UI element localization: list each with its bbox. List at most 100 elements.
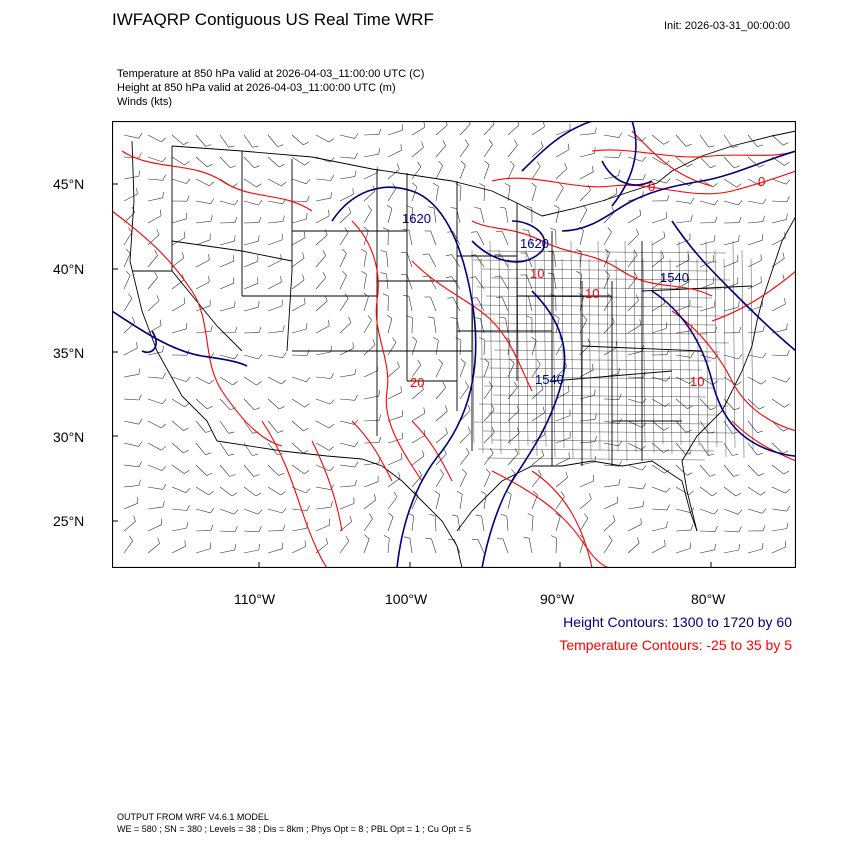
wind-barb-flag (434, 490, 440, 495)
wind-barb-flag (737, 509, 743, 515)
wind-barb (723, 261, 739, 268)
wind-barb (363, 370, 378, 378)
wind-barb (291, 279, 305, 290)
wind-barb-flag (488, 381, 493, 387)
wind-barb (699, 486, 713, 497)
wind-barb (411, 495, 419, 510)
county-line (588, 258, 592, 460)
wind-barb (171, 218, 187, 224)
wind-barb (267, 464, 279, 476)
wind-barb-flag (304, 403, 310, 408)
wind-barb (603, 442, 619, 447)
wind-barb (435, 473, 444, 488)
wind-barb-flag (641, 465, 647, 471)
wind-barb (195, 442, 206, 455)
wind-barb (603, 520, 616, 532)
wind-barb (603, 134, 619, 138)
wind-barb (723, 283, 739, 290)
wind-barb (219, 306, 235, 312)
wind-barb-flag (388, 512, 394, 518)
wind-barb-flag (786, 323, 788, 330)
wind-barb-flag (549, 227, 556, 231)
wind-barb (219, 354, 235, 360)
wind-barb-flag (302, 252, 305, 259)
wind-barb-flag (762, 198, 767, 205)
wind-barb (339, 156, 355, 159)
wind-barb (579, 538, 585, 554)
wind-barb (147, 351, 163, 356)
wind-barb-flag (438, 160, 443, 166)
wind-barb (507, 124, 520, 136)
county-line (493, 349, 721, 353)
wind-barb (723, 464, 734, 477)
wind-barb-flag (280, 491, 286, 496)
wind-barb (386, 252, 389, 268)
county-line (741, 249, 745, 459)
wind-barb-flag (612, 515, 616, 522)
wind-barb-flag (328, 446, 334, 451)
wind-barb-flag (456, 490, 463, 495)
wind-barb-flag (304, 297, 306, 304)
wind-barb-flag (232, 183, 238, 188)
wind-barb (483, 431, 495, 444)
wind-barb (476, 231, 485, 246)
wind-barb (627, 464, 643, 471)
wind-barb (243, 398, 255, 411)
wind-barb (363, 462, 379, 466)
wind-barb-flag (607, 227, 612, 233)
wind-barb (171, 303, 186, 312)
wind-barb (409, 538, 413, 554)
wind-barb (771, 134, 784, 146)
wind-barb (483, 386, 493, 400)
wind-barb-flag (412, 182, 418, 188)
county-line (492, 394, 707, 398)
wind-barb-flag (786, 522, 789, 529)
wind-barb-flag (185, 488, 191, 493)
wind-barb (531, 146, 544, 158)
wind-barb (339, 176, 355, 180)
wind-barb (171, 420, 184, 431)
map-frame (112, 121, 796, 568)
county-line (570, 240, 574, 459)
wind-barb (603, 321, 615, 334)
wind-barb-flag (523, 536, 530, 539)
wind-barb-flag (344, 227, 349, 233)
wind-barb-flag (587, 184, 591, 191)
wind-barb (195, 398, 208, 410)
wind-barb-flag (555, 512, 561, 517)
wind-barb (291, 218, 307, 224)
wind-barb-flag (208, 491, 214, 496)
wind-barb (363, 319, 372, 334)
wind-barb (723, 442, 733, 456)
wind-barb (459, 123, 471, 136)
wind-barb-flag (393, 491, 398, 498)
wind-barb-flag (162, 484, 167, 490)
wind-barb (195, 486, 209, 496)
wind-barb (603, 464, 620, 467)
wind-barb (123, 442, 139, 447)
wind-barb-flag (254, 165, 260, 169)
county-line (543, 240, 547, 448)
wind-barb (531, 455, 544, 466)
wind-barb (699, 156, 711, 169)
wind-barb (195, 156, 208, 168)
plot-title: IWFAQRP Contiguous US Real Time WRF (112, 10, 434, 29)
wind-barb (483, 494, 487, 510)
wind-barb-flag (408, 513, 414, 517)
county-line (471, 304, 704, 308)
wind-barb-flag (162, 345, 164, 352)
wind-barb (243, 240, 259, 246)
wind-barb-flag (785, 488, 791, 494)
wind-barb-flag (406, 315, 413, 319)
wind-barb-flag (462, 468, 467, 474)
wind-barb (723, 398, 735, 411)
wind-barb (147, 215, 162, 224)
wind-barb (507, 165, 515, 180)
wind-barb (291, 328, 307, 334)
wind-barb-flag (576, 271, 582, 275)
wind-barb-flag (417, 359, 422, 366)
wind-barb-flag (760, 491, 766, 496)
wind-barb (123, 176, 139, 180)
wind-barb (147, 524, 162, 532)
lon-label-110: 110°W (234, 591, 276, 607)
